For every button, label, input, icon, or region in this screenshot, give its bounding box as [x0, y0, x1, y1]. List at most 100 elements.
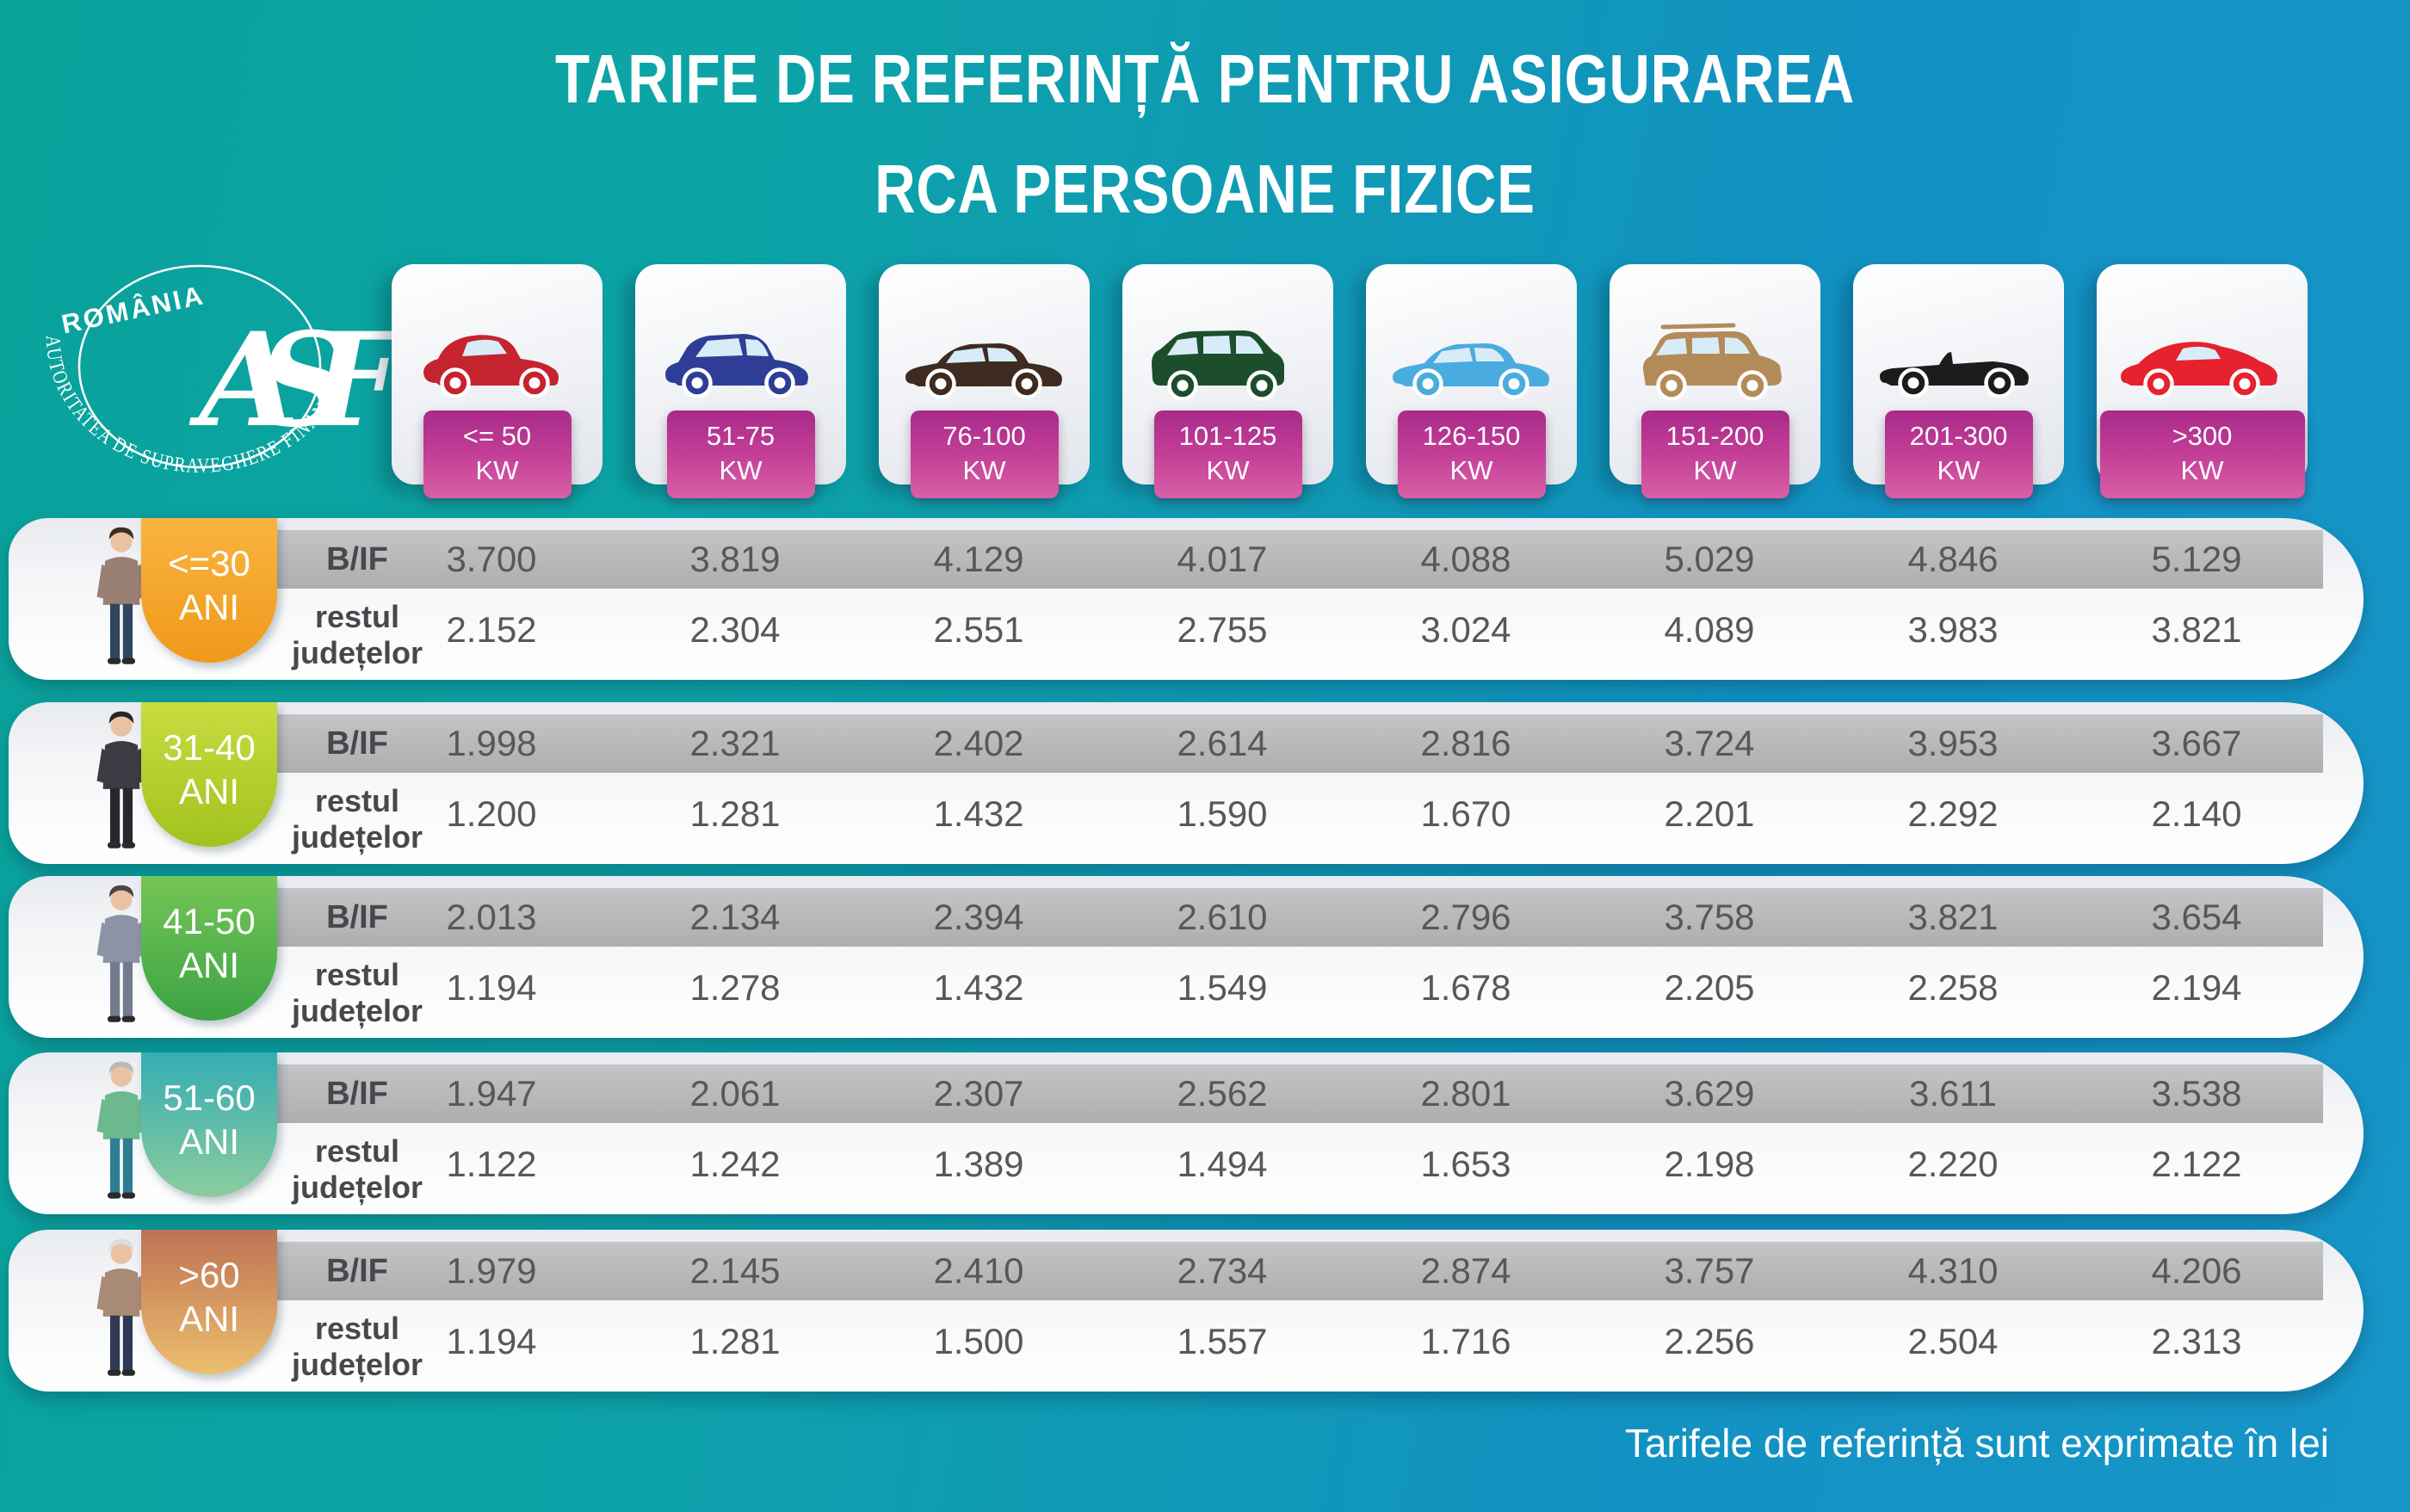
rest-row-label-line2: județelor — [291, 993, 423, 1028]
tariff-value-rest: 4.089 — [1664, 609, 1755, 650]
tariff-value-bif: 2.013 — [446, 897, 537, 937]
tariff-value-rest: 2.504 — [1907, 1321, 1999, 1361]
kw-unit-label: KW — [1693, 455, 1737, 485]
age-range-label: 51-60 — [163, 1077, 256, 1118]
tariff-value-bif: 2.734 — [1177, 1250, 1268, 1291]
age-group-row: <=30 ANI B/IF restul județelor 3.700 3.81… — [9, 518, 2364, 680]
tariff-value-rest: 1.122 — [446, 1144, 537, 1184]
age-group-row: >60 ANI B/IF restul județelor 1.979 2.145… — [9, 1230, 2364, 1392]
rest-row-label: restul județelor — [263, 1311, 452, 1383]
kw-badge: 126-150 KW — [1397, 410, 1546, 498]
tariff-value-bif: 3.654 — [2151, 897, 2242, 937]
car-icon — [654, 312, 826, 404]
kw-range-label: 151-200 — [1665, 421, 1764, 451]
car-icon — [1141, 312, 1313, 404]
bif-row-label: B/IF — [326, 1253, 388, 1289]
tariff-value-bif: 3.629 — [1664, 1073, 1755, 1114]
tariff-value-bif: 2.610 — [1177, 897, 1268, 937]
tariff-value-bif: 3.819 — [689, 539, 781, 579]
tariff-value-bif: 2.061 — [689, 1073, 781, 1114]
person-elderly-man-icon — [96, 1238, 146, 1376]
bif-row-label: B/IF — [326, 1076, 388, 1112]
tariff-value-rest: 1.670 — [1420, 793, 1511, 834]
rest-row-label-line2: județelor — [291, 635, 423, 670]
tariff-value-bif: 4.846 — [1907, 539, 1999, 579]
car-icon — [411, 312, 583, 404]
rest-row-label-line2: județelor — [291, 1169, 423, 1205]
kw-unit-label: KW — [962, 455, 1006, 485]
tariff-value-bif: 2.394 — [933, 897, 1024, 937]
logo-circle — [77, 264, 322, 469]
rest-row-label: restul județelor — [263, 1133, 452, 1206]
power-category-card: 151-200 KW — [1610, 264, 1820, 498]
tariff-value-bif: 2.562 — [1177, 1073, 1268, 1114]
bif-band — [258, 1242, 2323, 1300]
kw-range-label: 126-150 — [1422, 421, 1521, 451]
asf-logo: ROMÂNIA ASF AUTORITATEA DE SUPRAVEGHERE … — [41, 264, 405, 478]
person-figure — [83, 1058, 160, 1211]
kw-range-label: 201-300 — [1909, 421, 2008, 451]
tariff-value-bif: 3.667 — [2151, 723, 2242, 763]
age-unit-label: ANI — [178, 771, 239, 812]
page-title: TARIFE DE REFERINȚĂ PENTRU ASIGURAREA RC… — [217, 24, 2193, 244]
kw-range-label: 101-125 — [1178, 421, 1277, 451]
bif-band — [258, 888, 2323, 947]
kw-unit-label: KW — [2180, 455, 2224, 485]
tariff-value-rest: 1.281 — [689, 793, 781, 834]
age-group-row: 51-60 ANI B/IF restul județelor 1.947 2.0… — [9, 1052, 2364, 1214]
tariff-value-rest: 3.024 — [1420, 609, 1511, 650]
rest-row-label-line2: județelor — [291, 1347, 423, 1382]
car-icon — [1872, 312, 2044, 404]
power-category-card: >300 KW — [2097, 264, 2308, 498]
tariff-value-bif: 2.134 — [689, 897, 781, 937]
age-range-label: <=30 — [168, 543, 250, 583]
age-group-row: 41-50 ANI B/IF restul județelor 2.013 2.1… — [9, 876, 2364, 1038]
kw-badge: 101-125 KW — [1153, 410, 1302, 498]
tariff-value-rest: 1.653 — [1420, 1144, 1511, 1184]
power-category-card: 201-300 KW — [1853, 264, 2064, 498]
kw-unit-label: KW — [1449, 455, 1493, 485]
rest-row-label-line1: restul — [314, 599, 400, 634]
person-middle-aged-man-icon — [96, 885, 146, 1022]
kw-range-label: 51-75 — [706, 421, 776, 451]
tariff-value-bif: 3.758 — [1664, 897, 1755, 937]
kw-badge: 76-100 KW — [910, 410, 1059, 498]
tariff-value-rest: 1.242 — [689, 1144, 781, 1184]
tariff-value-rest: 1.200 — [446, 793, 537, 834]
tariff-value-bif: 4.088 — [1420, 539, 1511, 579]
suv-icon — [1642, 323, 1782, 401]
age-tab: 41-50 ANI — [141, 876, 277, 1021]
city-car-icon — [423, 335, 559, 398]
tariff-value-rest: 1.549 — [1177, 967, 1268, 1008]
kw-badge: <= 50 KW — [423, 410, 572, 498]
crossover-icon — [665, 334, 808, 398]
tariff-value-rest: 2.258 — [1907, 967, 1999, 1008]
age-tab: 31-40 ANI — [141, 702, 277, 847]
tariff-value-rest: 2.152 — [446, 609, 537, 650]
tariff-value-rest: 1.500 — [933, 1321, 1024, 1361]
tariff-value-rest: 2.304 — [689, 609, 781, 650]
kw-badge: >300 KW — [2099, 410, 2305, 498]
tariff-value-rest: 2.122 — [2151, 1144, 2242, 1184]
age-tab: 51-60 ANI — [141, 1052, 277, 1197]
tariff-value-rest: 1.557 — [1177, 1321, 1268, 1361]
tariff-value-bif: 2.402 — [933, 723, 1024, 763]
tariff-value-bif: 3.821 — [1907, 897, 1999, 937]
rest-row-label-line2: județelor — [291, 819, 423, 855]
person-figure — [83, 707, 160, 861]
tariff-value-rest: 2.292 — [1907, 793, 1999, 834]
tariff-value-rest: 1.678 — [1420, 967, 1511, 1008]
kw-unit-label: KW — [1206, 455, 1250, 485]
tariff-value-rest: 1.281 — [689, 1321, 781, 1361]
tariff-value-bif: 5.129 — [2151, 539, 2242, 579]
tariff-value-rest: 3.821 — [2151, 609, 2242, 650]
sedan-icon — [905, 343, 1062, 399]
age-range-label: 31-40 — [163, 727, 256, 768]
kw-unit-label: KW — [1937, 455, 1981, 485]
kw-range-label: 76-100 — [942, 421, 1026, 451]
tariff-value-bif: 1.979 — [446, 1250, 537, 1291]
person-figure — [83, 1235, 160, 1388]
kw-unit-label: KW — [475, 455, 519, 485]
rest-row-label-line1: restul — [314, 1311, 400, 1346]
